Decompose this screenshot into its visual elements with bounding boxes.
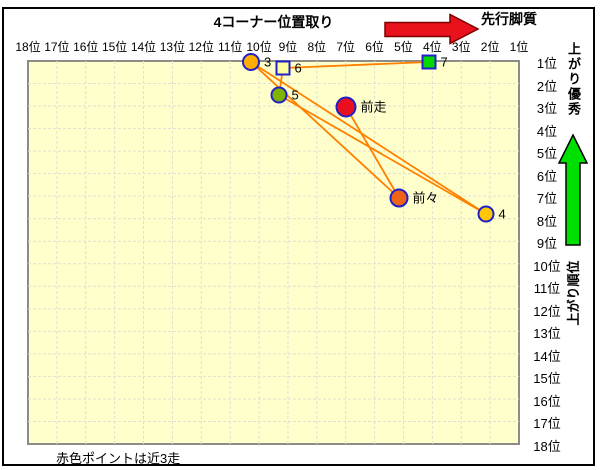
x-axis-label: 16位 xyxy=(73,40,99,54)
run-connector-line xyxy=(282,61,430,69)
x-axis-label: 6位 xyxy=(365,40,384,54)
run-marker-label: 6 xyxy=(295,61,302,76)
plot-layer xyxy=(27,60,520,445)
y-axis-label: 4位 xyxy=(536,123,558,139)
y-axis-label: 18位 xyxy=(533,439,561,454)
run-marker-square xyxy=(421,54,437,70)
run-marker-label: 7 xyxy=(441,55,448,70)
run-marker-circle xyxy=(335,96,357,118)
chart-title: 4コーナー位置取り xyxy=(213,14,334,30)
x-axis-label: 14位 xyxy=(130,40,157,54)
y-axis-label: 9位 xyxy=(536,236,558,252)
run-marker-label: 前々 xyxy=(413,191,439,206)
x-axis-label: 1位 xyxy=(509,40,529,54)
y-axis-label: 10位 xyxy=(533,258,561,274)
y-axis-label: 3位 xyxy=(536,101,558,117)
footnote: 赤色ポイントは近3走 xyxy=(56,451,181,466)
y-axis-label: 15位 xyxy=(533,371,561,387)
y-axis-label: 6位 xyxy=(536,168,558,184)
x-axis-label: 9位 xyxy=(278,40,298,54)
x-axis-label: 4位 xyxy=(423,40,442,54)
y-axis-label: 13位 xyxy=(533,326,561,342)
agari-rank-axis-title: 上がり順位 xyxy=(566,260,581,326)
x-axis-label: 11位 xyxy=(217,40,243,54)
x-axis-label: 2位 xyxy=(480,40,500,54)
run-marker-square xyxy=(275,60,291,76)
y-axis-label: 16位 xyxy=(533,393,561,409)
y-axis-label: 14位 xyxy=(533,348,561,364)
run-marker-circle xyxy=(389,188,409,208)
y-axis-label: 11位 xyxy=(533,281,561,297)
x-axis-label: 18位 xyxy=(15,40,41,54)
x-axis-label: 12位 xyxy=(188,40,214,54)
x-axis-label: 13位 xyxy=(159,40,186,54)
y-axis-label: 17位 xyxy=(533,416,561,432)
run-marker-circle xyxy=(242,53,260,71)
run-connector-line xyxy=(250,61,487,215)
run-marker-label: 4 xyxy=(499,207,506,222)
run-marker-circle xyxy=(270,86,288,104)
y-axis-label: 1位 xyxy=(536,56,558,71)
run-connector-line xyxy=(278,94,487,215)
x-axis-label: 3位 xyxy=(451,40,471,54)
y-axis-label: 5位 xyxy=(536,146,558,162)
run-connector-line xyxy=(345,106,400,199)
y-axis-label: 2位 xyxy=(536,78,558,94)
forward-style-label: 先行脚質 xyxy=(481,11,537,27)
y-axis-label: 8位 xyxy=(536,213,558,229)
x-axis-label: 15位 xyxy=(101,40,128,54)
x-axis-label: 5位 xyxy=(394,40,413,54)
plot-area xyxy=(27,60,520,445)
y-axis-label: 7位 xyxy=(536,191,558,207)
y-axis-label: 12位 xyxy=(533,303,561,319)
agari-up-arrow-icon xyxy=(557,133,589,246)
x-axis-label: 8位 xyxy=(307,40,327,54)
run-marker-label: 5 xyxy=(292,88,299,103)
x-axis-label: 7位 xyxy=(336,40,356,54)
run-marker-label: 前走 xyxy=(361,100,387,115)
run-marker-label: 3 xyxy=(264,55,271,70)
agari-excellent-label: 上がり優秀 xyxy=(566,42,581,117)
x-axis-label: 17位 xyxy=(44,40,70,54)
x-axis-label: 10位 xyxy=(246,40,272,54)
forward-style-arrow-icon xyxy=(384,13,480,45)
run-connector-line xyxy=(250,61,400,199)
run-marker-circle xyxy=(477,205,495,223)
